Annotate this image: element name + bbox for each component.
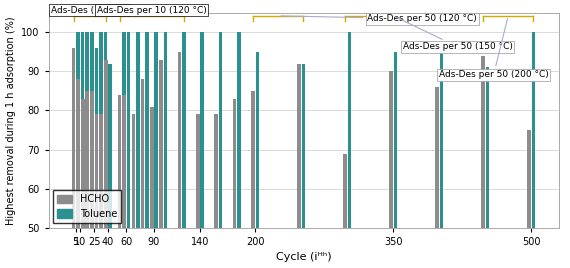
Bar [527, 130, 531, 268]
Bar [237, 32, 241, 268]
Bar [86, 32, 89, 268]
Bar [117, 95, 121, 268]
Bar [439, 52, 443, 268]
Bar [196, 114, 200, 268]
Bar [81, 32, 84, 268]
Bar [127, 32, 131, 268]
Bar [136, 32, 140, 268]
Bar [123, 95, 126, 268]
Bar [255, 52, 259, 268]
Bar [154, 32, 158, 268]
Bar [76, 79, 80, 268]
Bar [251, 91, 255, 268]
X-axis label: Cycle (iᴴʰ): Cycle (iᴴʰ) [276, 252, 331, 262]
Bar [104, 59, 108, 268]
Bar [164, 32, 167, 268]
Text: Ads-Des per 50 (200 °C): Ads-Des per 50 (200 °C) [439, 18, 548, 79]
Bar [233, 99, 237, 268]
Bar [104, 32, 108, 268]
Bar [343, 154, 347, 268]
Bar [99, 32, 103, 268]
Legend: HCHO, Toluene: HCHO, Toluene [54, 190, 121, 223]
Bar [393, 52, 397, 268]
Bar [108, 64, 112, 268]
Bar [86, 91, 89, 268]
Bar [481, 56, 485, 268]
Bar [159, 59, 163, 268]
Bar [141, 79, 144, 268]
Bar [200, 32, 204, 268]
Bar [90, 32, 93, 268]
Text: Ads-Des per 10 (120 °C): Ads-Des per 10 (120 °C) [97, 6, 206, 15]
Bar [214, 114, 218, 268]
Bar [95, 48, 98, 268]
Bar [132, 114, 135, 268]
Bar [348, 32, 351, 268]
Bar [76, 32, 80, 268]
Bar [435, 87, 439, 268]
Text: Ads-Des per 50 (120 °C): Ads-Des per 50 (120 °C) [281, 14, 477, 23]
Y-axis label: Highest removal during 1 h adsorption (%): Highest removal during 1 h adsorption (%… [6, 16, 15, 225]
Text: Ads-Des per 50 (150 °C): Ads-Des per 50 (150 °C) [396, 17, 513, 51]
Bar [90, 91, 94, 268]
Bar [532, 32, 535, 268]
Bar [145, 32, 149, 268]
Bar [302, 64, 306, 268]
Bar [81, 99, 85, 268]
Bar [182, 32, 186, 268]
Bar [150, 107, 154, 268]
Bar [219, 32, 222, 268]
Bar [122, 32, 126, 268]
Text: Ads-Des (120 °C): Ads-Des (120 °C) [51, 6, 128, 15]
Bar [297, 64, 301, 268]
Bar [177, 52, 181, 268]
Bar [389, 71, 393, 268]
Bar [99, 114, 103, 268]
Bar [486, 68, 489, 268]
Bar [72, 48, 75, 268]
Bar [95, 114, 99, 268]
